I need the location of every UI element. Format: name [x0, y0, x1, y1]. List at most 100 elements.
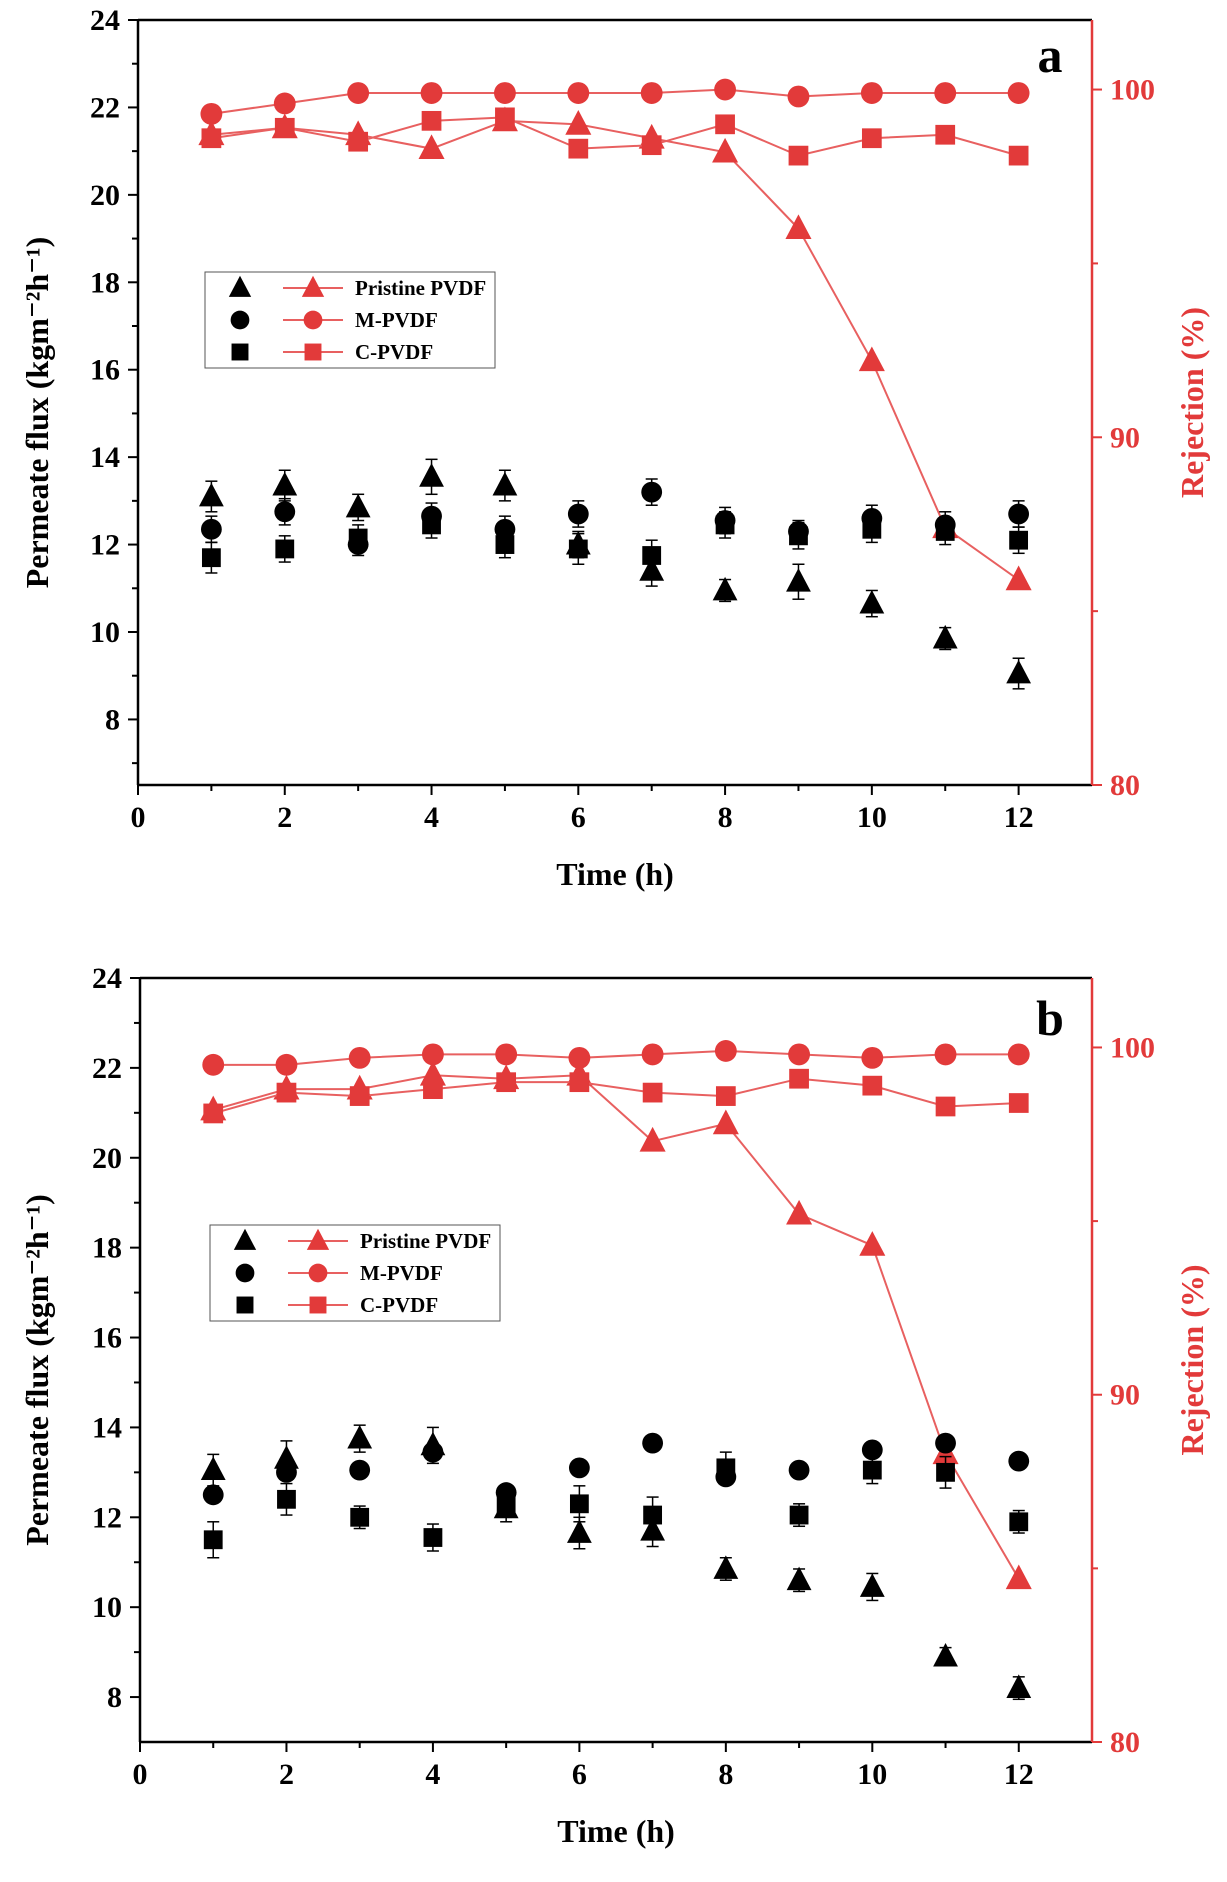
rejection-point-circle: [714, 1040, 737, 1062]
y-left-tick-label: 24: [90, 4, 120, 37]
rejection-point-circle: [788, 1043, 810, 1066]
rejection-point-square: [421, 110, 442, 131]
legend-black-triangle: [228, 275, 252, 297]
rejection-point-circle: [1007, 1043, 1030, 1066]
flux-point-circle: [1008, 1450, 1030, 1472]
y-left-tick-label: 10: [92, 1591, 122, 1624]
rejection-point-circle: [860, 82, 883, 104]
y-left-tick-label: 8: [107, 1681, 122, 1714]
legend: Pristine PVDF M-PVDF C-PVDF: [204, 271, 496, 369]
flux-point-square: [789, 1505, 809, 1525]
rejection-point-circle: [787, 85, 810, 108]
flux-point-square: [350, 1507, 370, 1527]
panel-letter: b: [1036, 990, 1064, 1046]
flux-point-circle: [567, 503, 589, 525]
rejection-point-square: [789, 1068, 809, 1089]
x-tick-label: 2: [277, 801, 292, 834]
y-left-tick-label: 18: [90, 266, 120, 299]
rejection-point-square: [274, 117, 295, 138]
x-tick-label: 0: [133, 1758, 148, 1791]
y-left-tick-label: 20: [92, 1142, 122, 1175]
flux-point-square: [936, 1462, 955, 1482]
flux-point-triangle: [200, 1456, 226, 1481]
x-tick-label: 6: [572, 1758, 587, 1791]
rejection-point-square: [788, 145, 809, 166]
rejection-point-triangle: [1005, 1564, 1032, 1590]
flux-point-circle: [274, 501, 296, 523]
x-tick-label: 12: [1004, 1758, 1034, 1791]
panel-letter: a: [1038, 27, 1063, 83]
y-right-tick-label: 100: [1110, 1031, 1155, 1064]
rejection-point-triangle: [1005, 565, 1032, 591]
rejection-point-circle: [714, 78, 736, 101]
rejection-point-triangle: [418, 134, 445, 160]
legend-red-triangle: [306, 1228, 330, 1250]
flux-point-triangle: [712, 576, 738, 601]
flux-point-triangle: [347, 1425, 373, 1449]
rejection-point-circle: [202, 1053, 225, 1076]
y-left-tick-label: 22: [90, 91, 120, 124]
x-tick-label: 10: [857, 801, 887, 834]
legend-label: Pristine PVDF: [355, 276, 486, 300]
y-right-tick-label: 90: [1110, 421, 1140, 454]
rejection-line-circle: [211, 88, 1019, 115]
flux-point-square: [496, 1494, 516, 1514]
legend-label: M-PVDF: [360, 1261, 443, 1285]
flux-point-square: [275, 539, 295, 559]
rejection-point-circle: [347, 82, 370, 104]
flux-point-triangle: [786, 1566, 812, 1591]
rejection-line-triangle: [211, 119, 1020, 581]
flux-point-triangle: [786, 568, 811, 592]
flux-point-triangle: [272, 471, 298, 496]
flux-point-circle: [788, 1459, 810, 1481]
rejection-point-circle: [420, 82, 443, 104]
x-tick-label: 6: [571, 801, 586, 834]
x-tick-label: 4: [424, 801, 439, 834]
rejection-point-square: [201, 128, 222, 149]
rejection-point-triangle: [639, 1126, 666, 1152]
flux-point-square: [789, 526, 808, 546]
rejection-point-triangle: [565, 109, 592, 135]
x-tick-label: 2: [279, 1758, 294, 1791]
flux-point-triangle: [419, 463, 444, 487]
flux-point-square: [862, 519, 882, 539]
rejection-point-square: [935, 1096, 956, 1117]
rejection-point-square: [569, 1072, 590, 1093]
rejection-point-triangle: [712, 1109, 739, 1135]
rejection-point-square: [495, 107, 515, 128]
rejection-point-square: [349, 1086, 370, 1106]
x-tick-label: 10: [857, 1758, 887, 1791]
flux-point-triangle: [345, 493, 371, 518]
legend-black-square: [236, 1296, 254, 1314]
rejection-point-square: [568, 138, 589, 159]
y-left-tick-label: 14: [90, 441, 120, 474]
flux-point-circle: [494, 518, 516, 540]
y-left-tick-label: 12: [92, 1501, 122, 1534]
x-tick-label: 8: [718, 801, 733, 834]
flux-point-circle: [276, 1461, 297, 1483]
rejection-point-circle: [495, 1043, 518, 1066]
y-right-tick-label: 80: [1110, 1726, 1140, 1759]
rejection-point-square: [862, 1075, 883, 1096]
flux-point-square: [277, 1489, 296, 1509]
legend-red-square: [304, 343, 322, 361]
y-left-tick-label: 16: [90, 354, 120, 387]
legend-label: Pristine PVDF: [360, 1229, 491, 1253]
rejection-point-circle: [861, 1046, 884, 1069]
rejection-point-square: [641, 135, 662, 156]
flux-point-square: [1009, 530, 1029, 550]
y-right-tick-label: 100: [1110, 74, 1155, 107]
flux-point-square: [862, 1460, 882, 1480]
rejection-point-circle: [934, 1043, 957, 1066]
rejection-point-circle: [641, 1043, 664, 1066]
flux-point-square: [348, 528, 368, 548]
flux-point-circle: [202, 1484, 224, 1506]
y-right-axis-title: Rejection (%): [1174, 1264, 1210, 1455]
flux-point-square: [643, 1505, 663, 1525]
flux-point-square: [569, 1494, 589, 1514]
rejection-point-circle: [494, 82, 516, 104]
rejection-point-triangle: [786, 1199, 813, 1225]
flux-point-triangle: [933, 1642, 958, 1667]
rejection-point-square: [1008, 1093, 1029, 1113]
